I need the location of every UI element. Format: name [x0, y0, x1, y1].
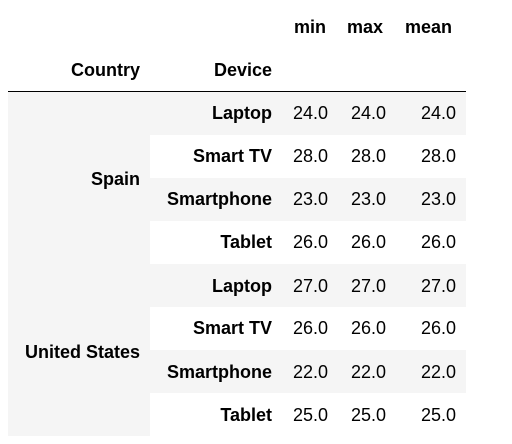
- index-name-country: Country: [71, 60, 140, 80]
- device-label: Smart TV: [192, 318, 272, 338]
- cell-mean: 28.0: [420, 146, 456, 166]
- cell-max: 27.0: [350, 276, 386, 296]
- cell-min: 28.0: [292, 146, 328, 166]
- country-index-cell: [8, 264, 150, 436]
- cell-min: 26.0: [292, 232, 328, 252]
- device-label: Tablet: [220, 232, 272, 252]
- column-header-max: max: [347, 17, 384, 37]
- country-index-cell: [8, 92, 150, 264]
- device-label: Tablet: [220, 405, 272, 425]
- cell-max: 26.0: [350, 232, 386, 252]
- index-name-device: Device: [213, 60, 272, 80]
- device-label: Laptop: [212, 103, 272, 123]
- cell-mean: 26.0: [420, 318, 456, 338]
- cell-max: 28.0: [350, 146, 386, 166]
- country-label: Spain: [90, 169, 140, 189]
- cell-max: 25.0: [350, 405, 386, 425]
- cell-max: 23.0: [350, 189, 386, 209]
- column-header-mean: mean: [405, 17, 453, 37]
- cell-mean: 25.0: [420, 405, 456, 425]
- country-label: United States: [24, 342, 140, 362]
- cell-min: 24.0: [292, 103, 328, 123]
- cell-mean: 22.0: [420, 362, 456, 382]
- column-header-min: min: [294, 17, 327, 37]
- cell-mean: 24.0: [420, 103, 456, 123]
- device-label: Smartphone: [166, 362, 272, 382]
- cell-min: 23.0: [292, 189, 328, 209]
- cell-max: 22.0: [350, 362, 386, 382]
- cell-min: 22.0: [292, 362, 328, 382]
- cell-mean: 26.0: [420, 232, 456, 252]
- cell-mean: 27.0: [420, 276, 456, 296]
- cell-min: 25.0: [292, 405, 328, 425]
- cell-min: 27.0: [292, 276, 328, 296]
- cell-min: 26.0: [292, 318, 328, 338]
- cell-max: 24.0: [350, 103, 386, 123]
- cell-max: 26.0: [350, 318, 386, 338]
- device-label: Smartphone: [166, 189, 272, 209]
- header-rule: [8, 91, 466, 92]
- device-label: Laptop: [212, 276, 272, 296]
- cell-mean: 23.0: [420, 189, 456, 209]
- device-label: Smart TV: [192, 146, 272, 166]
